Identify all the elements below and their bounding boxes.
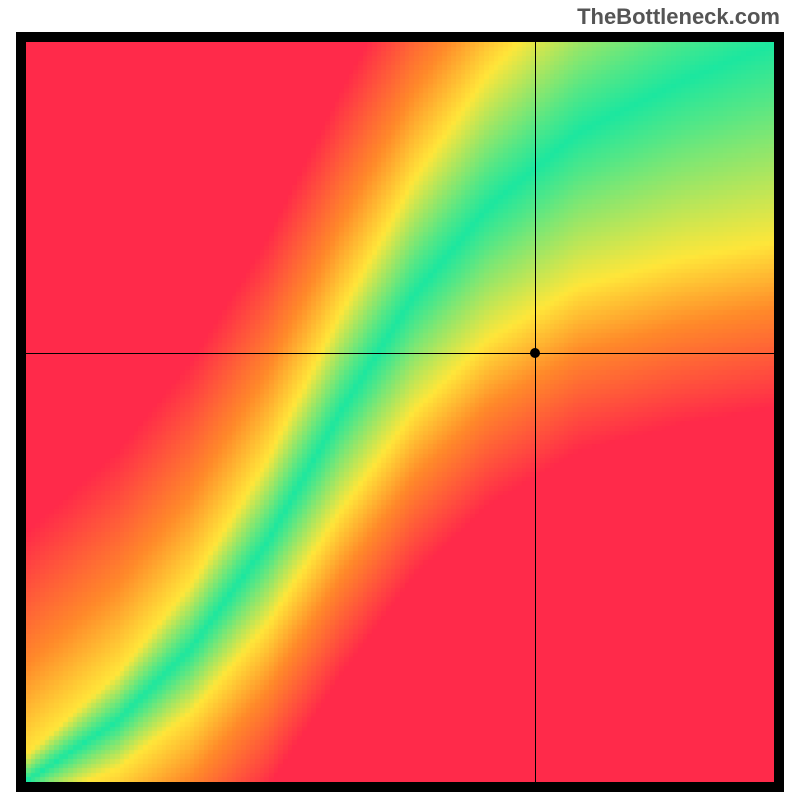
plot-area (26, 42, 774, 782)
chart-frame (16, 32, 784, 792)
marker-dot (530, 348, 540, 358)
chart-container: TheBottleneck.com (0, 0, 800, 800)
heatmap-canvas (26, 42, 774, 782)
watermark-text: TheBottleneck.com (577, 4, 780, 30)
crosshair-horizontal (26, 353, 774, 354)
crosshair-vertical (535, 42, 536, 782)
